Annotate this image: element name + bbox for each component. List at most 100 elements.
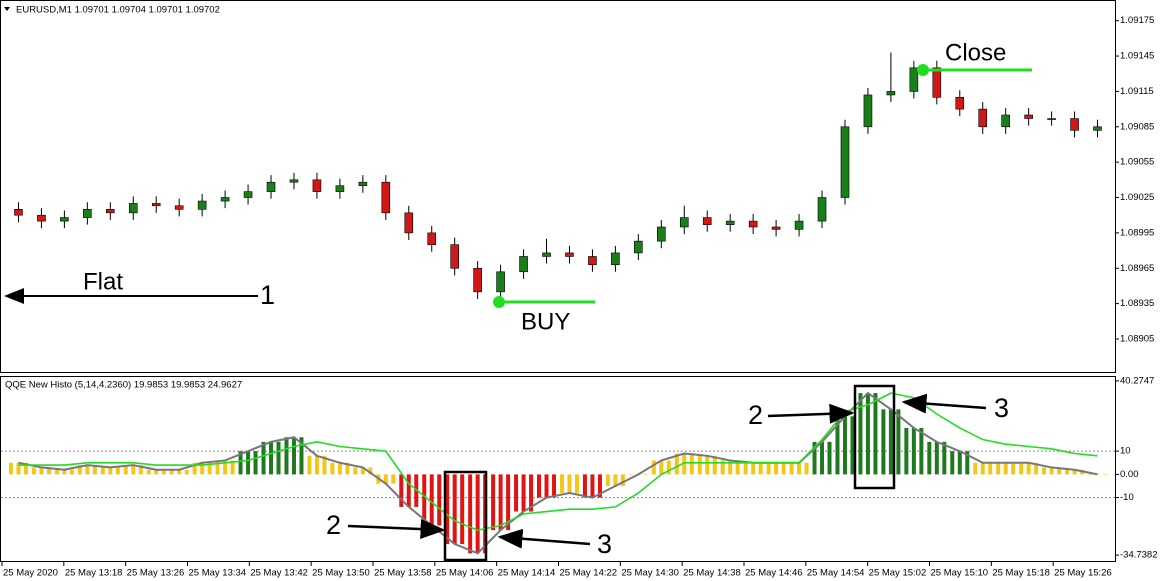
hist-bar xyxy=(368,467,373,475)
candle-body xyxy=(335,185,345,192)
hist-bar xyxy=(39,467,44,475)
hist-bar xyxy=(758,462,763,475)
y-tick-label: 1.08935 xyxy=(1120,298,1154,309)
annotation: 2 xyxy=(326,510,341,540)
hist-bar xyxy=(31,467,36,475)
annotation: 1 xyxy=(260,280,275,310)
hist-bar xyxy=(475,474,480,554)
y-tick-label: 1.09175 xyxy=(1120,15,1154,26)
hist-bar xyxy=(169,469,174,475)
candle-body xyxy=(1047,118,1056,120)
x-tick-label: 25 May 14:38 xyxy=(683,568,741,579)
hist-bar xyxy=(406,474,411,507)
hist-bar xyxy=(820,441,825,475)
candle-body xyxy=(496,271,505,293)
annotation: Close xyxy=(945,39,1006,66)
hist-bar xyxy=(498,474,503,531)
hist-bar xyxy=(835,416,840,475)
hist-bar xyxy=(689,453,694,475)
hist-bar xyxy=(514,474,519,512)
hist-bar xyxy=(919,427,924,475)
hist-bar xyxy=(881,409,886,475)
box xyxy=(853,384,896,490)
candle-body xyxy=(106,209,115,214)
x-tick-label: 25 May 13:18 xyxy=(65,568,123,579)
hist-bar xyxy=(146,469,151,475)
y-tick-label: -10 xyxy=(1120,492,1134,503)
y-tick-label: -34.7382 xyxy=(1120,550,1158,561)
hist-bar xyxy=(192,462,197,475)
hist-bar xyxy=(353,467,358,475)
x-tick-label: 25 May 13:26 xyxy=(127,568,185,579)
hist-bar xyxy=(138,465,143,475)
hist-bar xyxy=(238,451,243,475)
hist-bar xyxy=(468,474,473,554)
hist-bar xyxy=(904,427,909,475)
hist-bar xyxy=(77,465,82,475)
hist-bar xyxy=(850,416,855,475)
hist-bar xyxy=(506,474,511,531)
hist-bar xyxy=(873,393,878,475)
candle-body xyxy=(519,256,528,273)
candle-body xyxy=(220,197,230,202)
hist-bar xyxy=(1065,469,1070,475)
hist-bar xyxy=(950,451,955,475)
hist-bar xyxy=(643,474,648,475)
hist-bar xyxy=(230,460,235,475)
box xyxy=(443,470,488,562)
hist-bar xyxy=(597,474,602,498)
candle-body xyxy=(702,217,712,225)
hist-bar xyxy=(429,474,434,526)
hist-bar xyxy=(1057,467,1062,475)
hist-bar xyxy=(712,455,717,475)
candle-body xyxy=(725,220,735,225)
hist-bar xyxy=(314,455,319,475)
candle-body xyxy=(197,200,207,210)
hist-bar xyxy=(766,462,771,475)
hist-bar xyxy=(682,453,687,475)
hist-bar xyxy=(789,462,794,475)
candle-body xyxy=(427,232,437,245)
y-tick-label: 1.09145 xyxy=(1120,51,1154,62)
hist-bar xyxy=(942,441,947,475)
x-tick-label: 25 May 14:54 xyxy=(807,568,865,579)
x-tick-label: 25 May 14:30 xyxy=(621,568,679,579)
candle-body xyxy=(634,240,643,254)
y-tick-label: 1.09115 xyxy=(1120,86,1154,97)
candle-body xyxy=(289,179,299,183)
hist-bar xyxy=(1019,462,1024,475)
hist-bar xyxy=(215,460,220,475)
hist-bar xyxy=(858,393,863,475)
hist-bar xyxy=(888,409,893,475)
y-tick-label: 10 xyxy=(1120,446,1131,457)
x-tick-label: 25 May 15:10 xyxy=(931,568,989,579)
hist-bar xyxy=(161,469,166,475)
hist-bar xyxy=(521,474,526,512)
hist-bar xyxy=(261,441,266,475)
x-tick-label: 25 May 14:22 xyxy=(560,568,618,579)
price-panel xyxy=(0,0,1116,373)
indicator-line xyxy=(18,391,1098,555)
hist-bar xyxy=(307,455,312,475)
hist-bar xyxy=(399,474,404,507)
hist-bar xyxy=(108,467,113,475)
hist-bar xyxy=(276,441,281,475)
arrow xyxy=(767,403,855,424)
hist-bar xyxy=(291,437,296,475)
annotation: Flat xyxy=(83,268,123,295)
hist-bar xyxy=(720,460,725,475)
x-tick-label: 25 May 15:26 xyxy=(1054,568,1112,579)
candle-body xyxy=(909,67,919,92)
candle-body xyxy=(771,226,781,230)
hist-bar xyxy=(559,474,564,493)
hist-bar xyxy=(827,441,832,475)
y-tick-label: 0.00 xyxy=(1120,469,1139,480)
hist-bar xyxy=(934,441,939,475)
hist-bar xyxy=(8,462,13,475)
hist-bar xyxy=(613,474,618,486)
hist-bar xyxy=(200,462,205,475)
hist-bar xyxy=(46,467,51,475)
menu-arrow xyxy=(4,7,10,11)
candle-body xyxy=(151,203,161,207)
